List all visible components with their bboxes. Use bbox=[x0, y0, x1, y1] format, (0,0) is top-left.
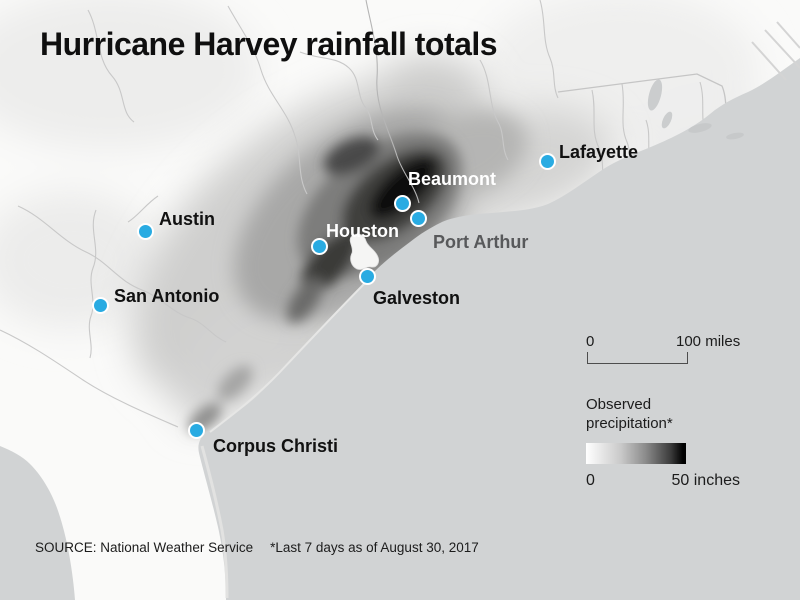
mexico-region bbox=[0, 446, 75, 600]
city-label-san-antonio: San Antonio bbox=[114, 286, 220, 306]
city-marker-lafayette bbox=[539, 153, 556, 170]
city-label-port-arthur: Port Arthur bbox=[433, 232, 529, 252]
page-title: Hurricane Harvey rainfall totals bbox=[40, 26, 498, 62]
city-label-corpus-christi: Corpus Christi bbox=[213, 436, 339, 456]
city-label-lafayette: Lafayette bbox=[559, 142, 639, 162]
precip-max-label: 50 inches bbox=[671, 472, 741, 489]
city-marker-austin bbox=[137, 223, 154, 240]
map-legend: 0 100 miles Observed precipitation* 0 50… bbox=[586, 333, 742, 498]
city-label-beaumont: Beaumont bbox=[408, 169, 497, 189]
city-marker-san-antonio bbox=[92, 297, 109, 314]
precip-legend-title: Observed precipitation* bbox=[586, 396, 673, 432]
county-river-lines bbox=[0, 0, 708, 428]
city-marker-corpus-christi bbox=[188, 422, 205, 439]
source-label: SOURCE: National Weather Service bbox=[35, 540, 254, 555]
inland-lakes bbox=[647, 79, 673, 129]
barrier-islands bbox=[200, 277, 371, 599]
city-marker-houston bbox=[311, 238, 328, 255]
source-note: *Last 7 days as of August 30, 2017 bbox=[270, 540, 479, 555]
galveston-bay bbox=[349, 233, 379, 270]
city-label-austin: Austin bbox=[159, 209, 215, 229]
city-label-galveston: Galveston bbox=[373, 288, 461, 308]
city-marker-port-arthur bbox=[410, 210, 427, 227]
city-marker-galveston bbox=[359, 268, 376, 285]
precip-min-label: 0 bbox=[586, 472, 595, 489]
scale-bar-labels: 0 100 miles bbox=[586, 333, 742, 350]
city-label-houston: Houston bbox=[326, 221, 399, 241]
scale-bar bbox=[587, 352, 688, 364]
hatch-lines bbox=[751, 21, 800, 81]
scale-min-label: 0 bbox=[586, 333, 595, 350]
coastal-islands bbox=[688, 123, 744, 140]
gulf-water bbox=[198, 58, 800, 600]
source-attribution: SOURCE: National Weather Service *Last 7 … bbox=[35, 540, 479, 555]
city-marker-beaumont bbox=[394, 195, 411, 212]
precip-gradient-ramp bbox=[586, 443, 686, 464]
scale-max-label: 100 miles bbox=[676, 333, 741, 350]
